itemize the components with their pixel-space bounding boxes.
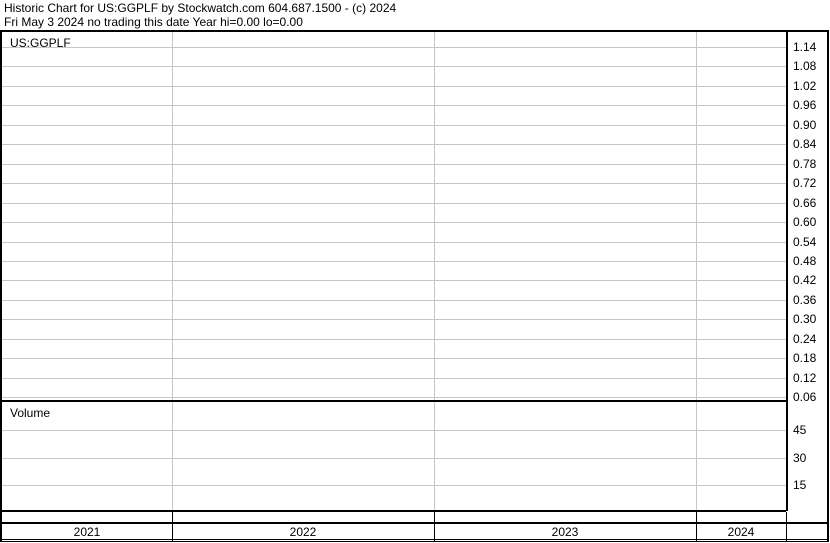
price-gridline [2, 339, 786, 340]
price-gridline [2, 378, 786, 379]
price-axis-labels: 1.14 1.08 1.02 0.96 0.90 0.84 0.78 0.72 0.66 0.60… [790, 32, 829, 404]
year-axis-band: 2021 2022 2023 2024 [2, 512, 827, 541]
price-axis-tick-label: 0.60 [793, 215, 817, 229]
price-axis-tick-label: 0.12 [793, 371, 817, 385]
volume-vertical-gridline [696, 402, 697, 510]
price-gridline [2, 203, 786, 204]
price-gridline [2, 86, 786, 87]
axis-gutter-divider [786, 30, 788, 511]
price-plot-area[interactable]: US:GGPLF [2, 32, 786, 400]
price-panel-label: US:GGPLF [10, 36, 71, 50]
volume-axis-tick-label: 45 [793, 423, 807, 437]
year-axis-label: 2022 [289, 525, 317, 539]
price-gridline [2, 144, 786, 145]
price-vertical-gridline [172, 32, 173, 400]
price-axis-tick-label: 0.54 [793, 235, 817, 249]
price-axis-tick-label: 0.06 [793, 390, 817, 404]
price-axis-tick-label: 0.96 [793, 98, 817, 112]
price-axis-tick-label: 1.02 [793, 79, 817, 93]
volume-vertical-gridline [172, 402, 173, 510]
price-gridline [2, 242, 786, 243]
price-gridline [2, 105, 786, 106]
price-axis-tick-label: 1.14 [793, 40, 817, 54]
price-gridline [2, 222, 786, 223]
volume-gridline [2, 430, 786, 431]
price-axis-tick-label: 0.90 [793, 118, 817, 132]
chart-title-line: Historic Chart for US:GGPLF by Stockwatc… [4, 1, 397, 15]
year-axis-label: 2024 [727, 525, 755, 539]
price-gridline [2, 66, 786, 67]
year-axis-top-rule [2, 522, 827, 524]
volume-plot-area[interactable]: Volume [2, 402, 786, 510]
year-axis-bottom-rule [2, 539, 827, 540]
price-gridline [2, 125, 786, 126]
price-gridline [2, 280, 786, 281]
price-gridline [2, 183, 786, 184]
price-gridline [2, 47, 786, 48]
price-gridline [2, 261, 786, 262]
price-gridline [2, 300, 786, 301]
volume-vertical-gridline [434, 402, 435, 510]
volume-bottom-border [2, 510, 786, 512]
price-axis-tick-label: 0.24 [793, 332, 817, 346]
volume-gridline [2, 458, 786, 459]
price-gridline [2, 164, 786, 165]
year-axis-right-edge [786, 512, 787, 541]
volume-axis-tick-label: 30 [793, 451, 807, 465]
price-axis-tick-label: 0.18 [793, 351, 817, 365]
price-axis-tick-label: 0.78 [793, 157, 817, 171]
price-gridline [2, 319, 786, 320]
year-axis-separator [434, 512, 435, 541]
price-vertical-gridline [434, 32, 435, 400]
volume-axis-labels: 45 30 15 [790, 402, 829, 510]
price-axis-tick-label: 0.42 [793, 273, 817, 287]
year-axis-separator [172, 512, 173, 541]
volume-axis-tick-label: 15 [793, 478, 807, 492]
volume-gridline [2, 485, 786, 486]
volume-panel-label: Volume [10, 406, 51, 420]
price-axis-tick-label: 0.84 [793, 137, 817, 151]
chart-header: Historic Chart for US:GGPLF by Stockwatc… [0, 0, 830, 29]
price-axis-tick-label: 0.66 [793, 196, 817, 210]
price-gridline [2, 358, 786, 359]
price-axis-tick-label: 1.08 [793, 59, 817, 73]
year-axis-separator [696, 512, 697, 541]
price-axis-tick-label: 0.72 [793, 176, 817, 190]
year-axis-label: 2023 [551, 525, 579, 539]
panel-divider [2, 400, 786, 402]
price-axis-tick-label: 0.30 [793, 312, 817, 326]
price-axis-tick-label: 0.48 [793, 254, 817, 268]
price-gridline [2, 397, 786, 398]
chart-status-line: Fri May 3 2024 no trading this date Year… [4, 15, 303, 29]
price-vertical-gridline [696, 32, 697, 400]
price-axis-tick-label: 0.36 [793, 293, 817, 307]
year-axis-label: 2021 [73, 525, 101, 539]
